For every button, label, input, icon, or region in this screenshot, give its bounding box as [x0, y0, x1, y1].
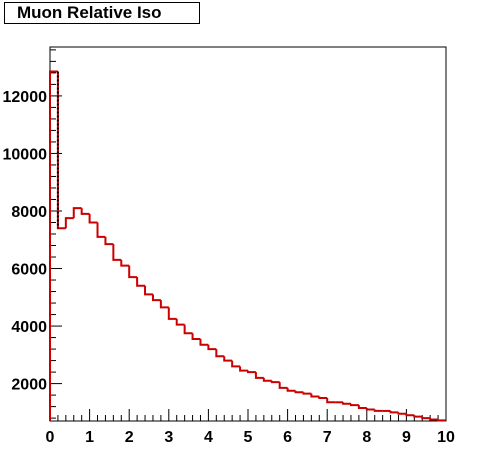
histogram-bin	[421, 416, 431, 420]
histogram-bin	[159, 300, 169, 309]
histogram-bin	[326, 397, 336, 404]
histogram-bin	[310, 393, 320, 398]
histogram-bin	[215, 349, 225, 358]
y-tick-label: 10000	[3, 146, 48, 163]
histogram-bin	[437, 419, 446, 422]
histogram-bin	[80, 208, 90, 215]
histogram-bin	[64, 217, 74, 229]
x-tick-label: 9	[402, 429, 411, 446]
y-tick-label: 4000	[11, 319, 47, 336]
x-tick-label: 2	[125, 429, 134, 446]
histogram-bin	[239, 366, 248, 372]
x-tick-label: 10	[437, 429, 455, 446]
histogram-bin	[96, 222, 106, 238]
histogram-bin	[365, 408, 375, 411]
histogram-bin	[357, 405, 367, 410]
histogram-bin	[405, 413, 415, 417]
histogram-bin	[318, 396, 328, 399]
histogram-bin	[207, 344, 217, 351]
histogram-bin	[278, 382, 288, 389]
histogram-bin	[151, 294, 161, 302]
y-tick-label: 8000	[11, 204, 47, 221]
histogram-bin	[262, 377, 272, 382]
histogram-bin	[429, 418, 439, 421]
histogram-bin	[231, 360, 241, 368]
x-tick-label: 5	[244, 429, 253, 446]
histogram-bin	[254, 372, 264, 379]
histogram-bin	[104, 236, 114, 246]
histogram-bin	[191, 333, 201, 341]
histogram-bin	[286, 387, 296, 392]
histogram-bin	[88, 213, 98, 224]
histogram-bin	[294, 390, 304, 394]
histogram-bin	[247, 370, 256, 374]
histogram-bin	[128, 265, 138, 279]
histogram-bin	[349, 403, 359, 407]
histogram-bin	[112, 244, 122, 261]
histogram-bin	[413, 415, 423, 418]
histogram-bin	[136, 277, 146, 287]
x-tick-label: 6	[283, 429, 292, 446]
histogram-bin	[342, 402, 351, 405]
x-tick-label: 1	[85, 429, 94, 446]
x-tick-label: 7	[323, 429, 332, 446]
histogram-bin	[144, 285, 153, 296]
tick-labels: 0 1 2 3 4 5 6 7 8 9 10 2000 4000 6000 8000 10000 12000	[3, 89, 456, 446]
x-tick-label: 0	[46, 429, 55, 446]
histogram-bin	[120, 259, 130, 267]
histogram-bin	[183, 324, 193, 335]
histogram-bin	[167, 307, 177, 320]
chart-title: Muon Relative Iso	[4, 2, 200, 24]
histogram-bin	[389, 410, 399, 414]
histogram-bin	[199, 339, 209, 346]
x-tick-label: 8	[362, 429, 371, 446]
y-tick-label: 2000	[11, 377, 47, 394]
histogram-bin	[302, 392, 312, 395]
histogram-bin	[72, 207, 82, 219]
y-tick-label: 6000	[11, 262, 47, 279]
histogram-bin	[49, 70, 58, 421]
plot-frame	[49, 46, 447, 422]
histogram-bin	[223, 356, 233, 362]
x-tick-label: 3	[164, 429, 173, 446]
y-tick-label: 12000	[3, 89, 48, 106]
histogram-bin	[373, 409, 383, 412]
x-tick-label: 4	[204, 429, 213, 446]
histogram-bin	[270, 380, 280, 384]
histogram-bin	[175, 318, 185, 326]
histogram-bars	[49, 70, 446, 422]
histogram-bin	[397, 412, 407, 415]
